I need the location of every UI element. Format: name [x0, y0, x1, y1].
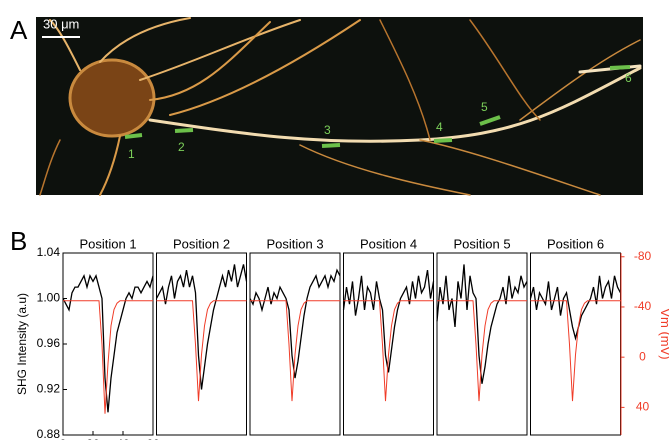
position-label: 1	[128, 147, 135, 161]
y-tick-label: 0.88	[37, 427, 61, 440]
trace	[250, 301, 340, 401]
y-tick-label: 0.96	[37, 336, 61, 350]
trace	[437, 301, 527, 401]
page: A 30 μm 1 2 3 4 5 6 B Position 1 0.88 0.92…	[0, 0, 669, 440]
y-tick-label: 1.04	[37, 245, 61, 259]
y2-tick-label: 40	[636, 400, 650, 414]
y2-axis-label: Vm (mV)	[658, 308, 669, 359]
trace	[63, 276, 153, 413]
trace	[63, 301, 153, 414]
plot-frame	[344, 253, 434, 435]
figure: A 30 μm 1 2 3 4 5 6 B Position 1 0.88 0.92…	[0, 0, 669, 440]
panel-title: Position 5	[453, 236, 510, 251]
panel-title: Position 6	[547, 236, 604, 251]
position-label: 2	[178, 140, 185, 154]
position-label: 5	[481, 100, 488, 114]
trace	[157, 264, 247, 389]
panel-title: Position 3	[266, 236, 323, 251]
panel-label: A	[10, 15, 28, 45]
trace	[344, 301, 434, 401]
panel-title: Position 2	[173, 236, 230, 251]
panel-title: Position 4	[360, 236, 417, 251]
scale-bar-label: 30 μm	[43, 16, 79, 31]
position-label: 4	[436, 120, 443, 134]
panel-label: B	[10, 226, 27, 256]
trace	[531, 301, 621, 401]
y2-tick-label: -80	[634, 249, 652, 263]
y2-tick-label: 0	[639, 349, 646, 363]
y-axis-label: SHG Intensity (a.u)	[15, 293, 29, 395]
plot-frame	[437, 253, 527, 435]
y2-tick-label: -40	[634, 299, 652, 313]
position-label: 6	[625, 71, 632, 85]
trace	[437, 264, 527, 383]
trace	[531, 276, 621, 339]
position-label: 3	[324, 123, 331, 137]
y-tick-label: 0.92	[37, 382, 61, 396]
plot-frame	[531, 253, 621, 435]
y-tick-label: 1.00	[37, 291, 61, 305]
panel-title: Position 1	[79, 236, 136, 251]
